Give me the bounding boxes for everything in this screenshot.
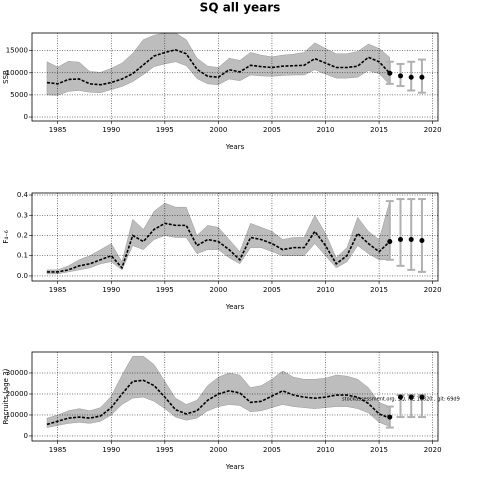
x-tick-label: 2000 [209, 286, 227, 294]
x-tick-label: 1990 [102, 126, 120, 134]
y-axis-label: F₄₋₆ [2, 230, 10, 244]
y-tick-label: 0.4 [17, 191, 29, 199]
forecast-point [419, 238, 425, 244]
forecast-point [398, 73, 404, 79]
y-axis-label: SSB [2, 70, 10, 84]
x-tick-label: 2015 [370, 446, 388, 454]
panel: 0 5000 10000 15000 1985 1990 1995 2000 2005 2010 2… [2, 32, 442, 151]
confidence-band [46, 355, 391, 428]
estimate-line [46, 379, 391, 426]
x-axis-label: Years [225, 463, 245, 471]
x-tick-label: 1990 [102, 446, 120, 454]
x-tick-label: 1985 [49, 126, 67, 134]
forecast-point [408, 74, 414, 80]
x-axis-label: Years [225, 303, 245, 311]
x-tick-label: 1995 [156, 126, 174, 134]
plot-frame [31, 192, 439, 282]
x-tick-label: 2010 [317, 286, 335, 294]
x-tick-label: 1985 [49, 286, 67, 294]
x-tick-label: 2020 [424, 286, 442, 294]
x-tick-label: 2005 [263, 126, 281, 134]
estimate-line [46, 48, 391, 86]
forecast-point [419, 74, 425, 80]
y-tick-label: 10000 [6, 69, 28, 77]
forecast-point [408, 394, 414, 400]
y-tick-label: 0.2 [17, 231, 28, 239]
y-tick-label: 20000 [6, 390, 28, 398]
y-tick-label: 10000 [6, 411, 28, 419]
y-tick-label: 5000 [10, 91, 28, 99]
x-axis-label: Years [225, 143, 245, 151]
forecast-point [398, 237, 404, 243]
x-tick-label: 1995 [156, 286, 174, 294]
x-tick-label: 2005 [263, 286, 281, 294]
annotation: stockassessment.org, SQ, NE 10820 , git:… [342, 397, 460, 403]
x-tick-label: 2000 [209, 126, 227, 134]
x-tick-label: 1985 [49, 446, 67, 454]
estimate-line [46, 222, 391, 273]
forecast-point [387, 414, 393, 420]
x-tick-label: 2015 [370, 286, 388, 294]
forecast-point [408, 237, 414, 243]
plot-frame [31, 351, 439, 442]
x-tick-label: 1990 [102, 286, 120, 294]
x-tick-label: 2000 [209, 446, 227, 454]
confidence-band [46, 201, 391, 275]
forecast-point [387, 70, 393, 76]
figure-title: SQ all years [200, 1, 281, 15]
panel: 0.0 0.1 0.2 0.3 0.4 1985 1990 1995 2000 2005 2010 2… [2, 191, 442, 311]
forecast-point [387, 239, 393, 245]
y-tick-label: 0.1 [17, 252, 28, 260]
x-tick-label: 2005 [263, 446, 281, 454]
forecast-point [398, 394, 404, 400]
x-tick-label: 2020 [424, 446, 442, 454]
y-tick-label: 0 [24, 432, 28, 440]
forecast-point [419, 394, 425, 400]
x-tick-label: 2010 [317, 446, 335, 454]
y-tick-label: 15000 [6, 47, 28, 55]
x-tick-label: 2015 [370, 126, 388, 134]
y-tick-label: 0.0 [17, 272, 28, 280]
x-tick-label: 2020 [424, 126, 442, 134]
y-tick-label: 0 [24, 113, 28, 121]
x-tick-label: 2010 [317, 126, 335, 134]
y-tick-label: 30000 [6, 369, 28, 377]
x-tick-label: 1995 [156, 446, 174, 454]
plot-frame [31, 32, 439, 122]
panel: 0 10000 20000 30000 1985 1990 1995 2000 2005 2010… [2, 351, 460, 471]
y-tick-label: 0.3 [17, 211, 28, 219]
y-axis-label: Recruits (age 3) [2, 368, 10, 424]
